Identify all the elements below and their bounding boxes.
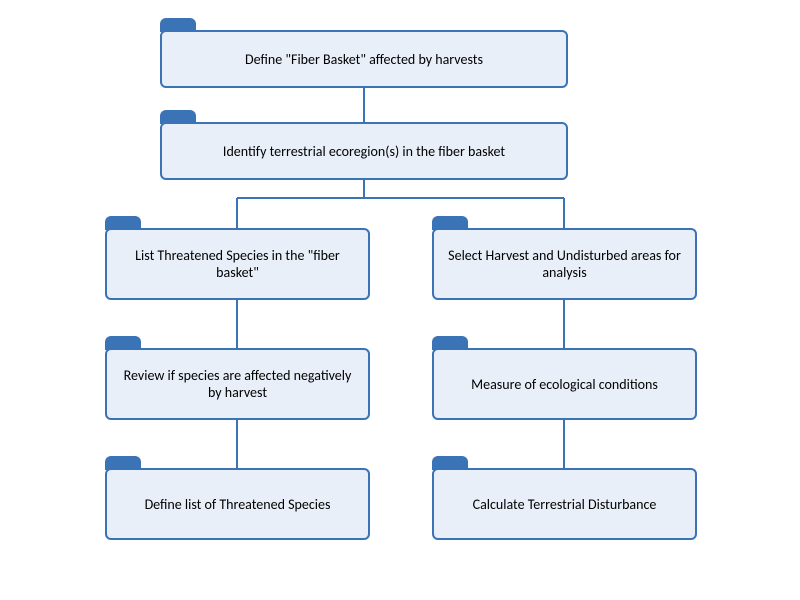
node-tab	[105, 456, 141, 470]
node-label: Define "Fiber Basket" affected by harves…	[245, 51, 483, 68]
node-tab	[432, 216, 468, 230]
node-tab	[432, 336, 468, 350]
flowchart-node: Define "Fiber Basket" affected by harves…	[160, 30, 568, 88]
flowchart-node: Identify terrestrial ecoregion(s) in the…	[160, 122, 568, 180]
node-label: Review if species are affected negativel…	[119, 367, 356, 401]
node-tab	[160, 18, 196, 32]
flowchart-node: Define list of Threatened Species	[105, 468, 370, 540]
node-label: Measure of ecological conditions	[471, 376, 658, 393]
flowchart-node: Review if species are affected negativel…	[105, 348, 370, 420]
flowchart-node: List Threatened Species in the "fiber ba…	[105, 228, 370, 300]
node-label: Calculate Terrestrial Disturbance	[473, 496, 657, 513]
node-label: List Threatened Species in the "fiber ba…	[119, 247, 356, 281]
flowchart-node: Measure of ecological conditions	[432, 348, 697, 420]
node-tab	[160, 110, 196, 124]
node-tab	[105, 336, 141, 350]
node-tab	[105, 216, 141, 230]
node-label: Define list of Threatened Species	[145, 496, 331, 513]
node-label: Select Harvest and Undisturbed areas for…	[446, 247, 683, 281]
connector	[237, 180, 564, 228]
node-tab	[432, 456, 468, 470]
node-label: Identify terrestrial ecoregion(s) in the…	[223, 143, 505, 160]
flowchart-node: Select Harvest and Undisturbed areas for…	[432, 228, 697, 300]
flowchart-node: Calculate Terrestrial Disturbance	[432, 468, 697, 540]
